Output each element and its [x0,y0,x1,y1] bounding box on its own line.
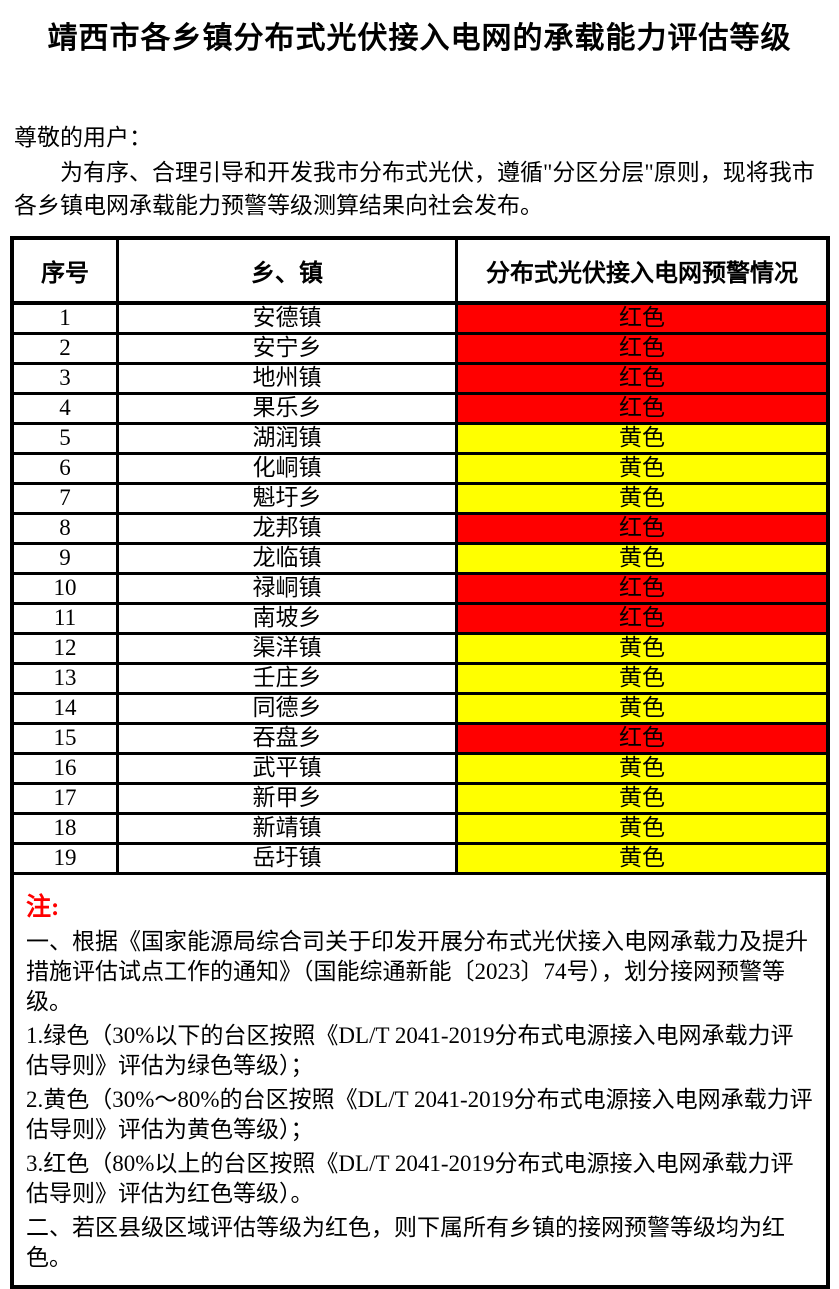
town-name-cell: 龙临镇 [116,545,455,572]
table-row: 18 新靖镇 黄色 [14,815,826,845]
town-name-cell: 新靖镇 [116,815,455,842]
town-name-cell: 魁圩乡 [116,485,455,512]
table-row: 19 岳圩镇 黄色 [14,845,826,875]
town-name-cell: 安德镇 [116,305,455,332]
table-row: 10 禄峒镇 红色 [14,575,826,605]
status-cell: 红色 [455,305,826,332]
table-row: 3 地州镇 红色 [14,365,826,395]
table-body: 1 安德镇 红色 2 安宁乡 红色 3 地州镇 红色 4 果乐乡 红色 5 湖润… [14,305,826,875]
town-name-cell: 武平镇 [116,755,455,782]
row-index-cell: 2 [59,335,71,360]
status-cell: 红色 [455,605,826,632]
status-cell: 红色 [455,335,826,362]
status-cell: 黄色 [455,425,826,452]
table-header-row: 序号 乡、镇 分布式光伏接入电网预警情况 [14,240,826,305]
note-item: 3.红色（80%以上的台区按照《DL/T 2041-2019分布式电源接入电网承… [26,1151,794,1206]
status-cell: 黄色 [455,635,826,662]
row-index-cell: 8 [59,515,71,540]
table-row: 5 湖润镇 黄色 [14,425,826,455]
col-header-index: 序号 [41,261,89,287]
table-row: 11 南坡乡 红色 [14,605,826,635]
greeting-line: 尊敬的用户： [14,125,152,150]
town-name-cell: 壬庄乡 [116,665,455,692]
notes-list: 一、根据《国家能源局综合司关于印发开展分布式光伏接入电网承载力及提升措施评估试点… [26,927,814,1273]
table-row: 15 吞盘乡 红色 [14,725,826,755]
status-cell: 红色 [455,575,826,602]
status-cell: 黄色 [455,665,826,692]
status-cell: 黄色 [455,845,826,872]
status-cell: 红色 [455,515,826,542]
town-name-cell: 吞盘乡 [116,725,455,752]
status-cell: 黄色 [455,815,826,842]
table-row: 16 武平镇 黄色 [14,755,826,785]
table-row: 6 化峒镇 黄色 [14,455,826,485]
note-item: 2.黄色（30%～80%的台区按照《DL/T 2041-2019分布式电源接入电… [26,1087,813,1142]
warning-level-table: 序号 乡、镇 分布式光伏接入电网预警情况 1 安德镇 红色 2 安宁乡 红色 3… [10,236,830,1289]
col-header-town: 乡、镇 [116,240,455,301]
row-index-cell: 12 [53,635,77,660]
table-row: 7 魁圩乡 黄色 [14,485,826,515]
town-name-cell: 禄峒镇 [116,575,455,602]
town-name-cell: 新甲乡 [116,785,455,812]
row-index-cell: 6 [59,455,71,480]
page-title: 靖西市各乡镇分布式光伏接入电网的承载能力评估等级 [47,22,792,55]
table-row: 2 安宁乡 红色 [14,335,826,365]
town-name-cell: 安宁乡 [116,335,455,362]
row-index-cell: 10 [53,575,77,600]
row-index-cell: 13 [53,665,77,690]
row-index-cell: 16 [53,755,77,780]
note-item: 二、若区县级区域评估等级为红色，则下属所有乡镇的接网预警等级均为红色。 [26,1215,785,1270]
row-index-cell: 9 [59,545,71,570]
town-name-cell: 南坡乡 [116,605,455,632]
town-name-cell: 湖润镇 [116,425,455,452]
table-row: 9 龙临镇 黄色 [14,545,826,575]
table-row: 8 龙邦镇 红色 [14,515,826,545]
status-cell: 黄色 [455,485,826,512]
status-cell: 红色 [455,725,826,752]
town-name-cell: 岳圩镇 [116,845,455,872]
row-index-cell: 19 [53,845,77,870]
row-index-cell: 3 [59,365,71,390]
table-row: 13 壬庄乡 黄色 [14,665,826,695]
status-cell: 黄色 [455,455,826,482]
table-row: 17 新甲乡 黄色 [14,785,826,815]
status-cell: 红色 [455,395,826,422]
intro-paragraph: 为有序、合理引导和开发我市分布式光伏，遵循"分区分层"原则，现将我市各乡镇电网承… [14,160,815,218]
row-index-cell: 1 [59,305,71,330]
town-name-cell: 地州镇 [116,365,455,392]
town-name-cell: 果乐乡 [116,395,455,422]
row-index-cell: 18 [53,815,77,840]
table-row: 12 渠洋镇 黄色 [14,635,826,665]
col-header-status: 分布式光伏接入电网预警情况 [455,240,826,301]
row-index-cell: 5 [59,425,71,450]
town-name-cell: 同德乡 [116,695,455,722]
row-index-cell: 17 [53,785,77,810]
table-row: 1 安德镇 红色 [14,305,826,335]
row-index-cell: 15 [53,725,77,750]
table-row: 4 果乐乡 红色 [14,395,826,425]
town-name-cell: 化峒镇 [116,455,455,482]
row-index-cell: 11 [53,605,77,630]
town-name-cell: 渠洋镇 [116,635,455,662]
row-index-cell: 4 [59,395,71,420]
status-cell: 红色 [455,365,826,392]
note-item: 一、根据《国家能源局综合司关于印发开展分布式光伏接入电网承载力及提升措施评估试点… [26,929,808,1014]
town-name-cell: 龙邦镇 [116,515,455,542]
notes-section: 注: 一、根据《国家能源局综合司关于印发开展分布式光伏接入电网承载力及提升措施评… [14,875,826,1285]
row-index-cell: 14 [53,695,77,720]
table-row: 14 同德乡 黄色 [14,695,826,725]
status-cell: 黄色 [455,785,826,812]
row-index-cell: 7 [59,485,71,510]
status-cell: 黄色 [455,545,826,572]
status-cell: 黄色 [455,755,826,782]
note-item: 1.绿色（30%以下的台区按照《DL/T 2041-2019分布式电源接入电网承… [26,1023,794,1078]
notes-label: 注: [26,894,60,921]
status-cell: 黄色 [455,695,826,722]
